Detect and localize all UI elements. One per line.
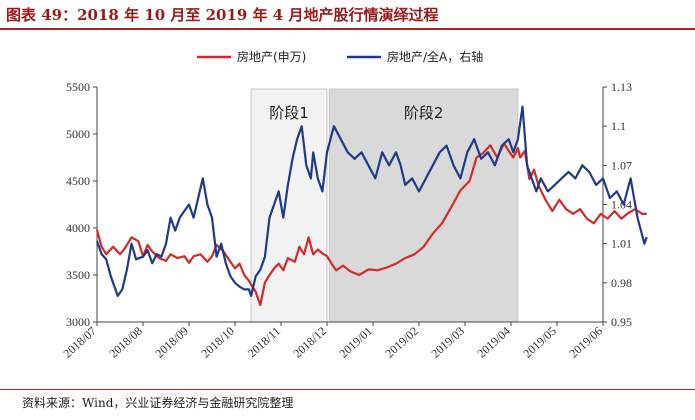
right-tick-label: 1.1 [611, 119, 626, 133]
right-tick-label: 1.01 [611, 237, 632, 251]
left-tick-label: 3000 [66, 315, 90, 329]
x-tick-label: 2018/12 [290, 324, 329, 361]
x-tick-label: 2018/08 [106, 324, 145, 361]
figure-title: 图表 49：2018 年 10 月至 2019 年 4 月地产股行情演绎过程 [6, 6, 439, 24]
legend: 房地产(申万) 房地产/全A，右轴 [197, 49, 483, 64]
stage-shading-layer: 阶段1 阶段2 [250, 88, 519, 323]
left-tick-label: 5000 [66, 127, 90, 141]
legend-label-1: 房地产(申万) [237, 49, 306, 64]
right-tick-label: 0.98 [611, 276, 632, 290]
right-tick-label: 1.13 [611, 80, 632, 94]
x-tick-label: 2018/09 [152, 324, 191, 361]
x-tick-label: 2019/06 [566, 324, 605, 361]
stage-band-1 [250, 88, 328, 323]
series-line-2 [95, 105, 648, 297]
x-tick-label: 2018/11 [245, 324, 283, 360]
stage-label-2: 阶段2 [404, 104, 444, 122]
source-rule [0, 389, 695, 390]
right-tick-label: 1.07 [611, 158, 632, 172]
left-tick-label: 5500 [66, 80, 90, 94]
x-tick-label: 2019/05 [520, 324, 559, 361]
series-line-1 [95, 142, 647, 307]
legend-label-2: 房地产/全A，右轴 [387, 49, 483, 64]
right-tick-label: 0.95 [611, 315, 632, 329]
x-tick-label: 2019/02 [382, 324, 421, 361]
x-tick-label: 2019/01 [336, 324, 375, 361]
x-tick-label: 2019/04 [474, 324, 513, 361]
left-tick-label: 4500 [66, 174, 90, 188]
title-rule [0, 28, 695, 30]
x-tick-label: 2019/03 [428, 324, 467, 361]
left-tick-label: 4000 [66, 221, 90, 235]
stage-band-2 [328, 88, 519, 323]
x-tick-label: 2018/10 [198, 324, 237, 361]
x-tick-label: 2018/07 [60, 324, 99, 361]
line-chart: 阶段1 阶段2 3000 3500 4000 4500 5000 5500 0.95 0.98 1… [60, 49, 648, 361]
source-note: 资料来源：Wind，兴业证券经济与金融研究院整理 [22, 396, 294, 410]
stage-label-1: 阶段1 [269, 104, 309, 122]
left-tick-label: 3500 [66, 268, 90, 282]
right-tick-label: 1.04 [611, 198, 632, 212]
series-layer [95, 105, 648, 307]
